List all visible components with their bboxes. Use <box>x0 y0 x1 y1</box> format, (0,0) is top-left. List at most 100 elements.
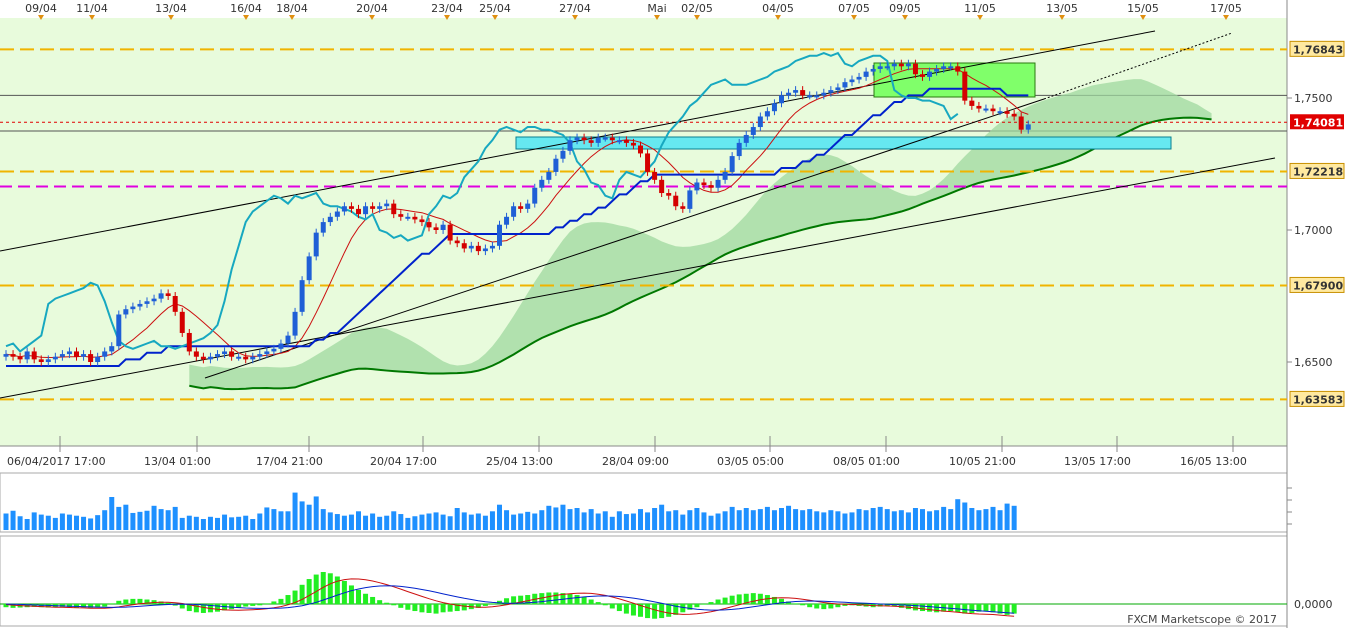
candle-body <box>313 232 319 257</box>
macd-histogram-bar <box>412 604 418 612</box>
candle-body <box>997 111 1003 114</box>
level-label-box <box>1289 162 1345 179</box>
candle-body <box>17 356 23 360</box>
volume-bar <box>179 517 185 530</box>
candle-body <box>447 224 453 241</box>
macd-histogram-bar <box>292 590 298 604</box>
date-marker-icon <box>289 15 295 20</box>
macd-histogram-bar <box>398 604 404 608</box>
y-tick-label: 1,7500 <box>1294 92 1333 105</box>
macd-histogram-bar <box>687 604 693 610</box>
volume-bar <box>708 515 714 530</box>
macd-histogram-bar <box>250 604 256 606</box>
candle-body <box>842 82 848 88</box>
date-marker-icon <box>902 15 908 20</box>
macd-histogram-bar <box>391 604 397 606</box>
volume-bar <box>419 514 425 530</box>
volume-bar <box>186 515 192 530</box>
candle-body <box>588 140 594 143</box>
macd-histogram-bar <box>116 600 122 604</box>
candle-body <box>884 66 890 69</box>
volume-bar <box>52 517 58 530</box>
volume-bar <box>736 510 742 530</box>
volume-bar <box>243 515 249 530</box>
candle-body <box>74 351 79 357</box>
macd-histogram-bar <box>81 604 87 608</box>
candle-body <box>222 351 228 355</box>
macd-histogram-bar <box>814 604 820 609</box>
candle-body <box>52 356 58 360</box>
macd-histogram-bar <box>905 604 911 610</box>
volume-bar <box>66 514 72 530</box>
macd-histogram-bar <box>489 603 495 604</box>
time-axis-label: 13/05 17:00 <box>1064 455 1131 468</box>
macd-histogram-bar <box>299 584 305 604</box>
volume-bar <box>356 511 361 530</box>
trendline-mid-dotted <box>1043 32 1233 100</box>
candle-body <box>920 74 925 77</box>
candle-body <box>962 71 968 101</box>
candle-body <box>356 208 361 215</box>
candle-body <box>856 76 862 80</box>
date-marker-icon <box>851 15 857 20</box>
macd-histogram-bar <box>969 604 975 613</box>
macd-histogram-bar <box>271 601 277 604</box>
volume-bar <box>391 511 397 530</box>
watermark: FXCM Marketscope © 2017 <box>1127 613 1277 626</box>
candle-body <box>673 195 679 207</box>
macd-histogram-bar <box>927 604 933 612</box>
volume-bar <box>715 513 721 530</box>
volume-bar <box>934 510 940 530</box>
candle-body <box>200 356 206 360</box>
volume-bar <box>1011 505 1017 530</box>
candle-body <box>616 140 622 143</box>
volume-bar <box>81 516 87 530</box>
macd-histogram-bar <box>708 602 714 604</box>
volume-bar <box>10 510 16 530</box>
volume-bar <box>17 516 23 530</box>
candle-body <box>102 351 108 357</box>
top-date-label: 25/04 <box>479 2 511 15</box>
top-date-label: 11/04 <box>76 2 108 15</box>
time-axis-label: 17/04 21:00 <box>256 455 323 468</box>
volume-bar <box>920 509 925 530</box>
macd-histogram-bar <box>539 593 545 604</box>
volume-bar <box>250 519 256 530</box>
macd-histogram-bar <box>750 593 756 604</box>
top-date-label: 18/04 <box>276 2 308 15</box>
chikou-span-line <box>5 51 959 353</box>
macd-histogram-bar <box>1011 604 1017 614</box>
volume-bar <box>489 511 495 530</box>
candle-body <box>412 216 418 220</box>
macd-histogram-bar <box>771 596 777 604</box>
volume-bar <box>764 506 770 530</box>
candle-body <box>151 298 157 302</box>
date-marker-icon <box>694 15 700 20</box>
macd-histogram-bar <box>743 593 749 604</box>
candle-body <box>172 296 178 312</box>
candle-body <box>475 245 481 252</box>
macd-histogram-bar <box>1004 604 1010 615</box>
macd-histogram-bar <box>327 573 333 604</box>
volume-bar <box>659 504 665 530</box>
volume-bar <box>969 508 975 530</box>
volume-bar <box>504 510 510 530</box>
macd-histogram-bar <box>144 599 150 604</box>
volume-bar <box>743 508 749 530</box>
volume-bar <box>165 510 171 530</box>
date-marker-icon <box>89 15 95 20</box>
macd-histogram-bar <box>123 599 129 604</box>
macd-histogram-bar <box>602 604 608 606</box>
volume-bar <box>546 505 552 530</box>
volume-bar <box>433 512 439 530</box>
candle-body <box>327 216 333 223</box>
macd-histogram-bar <box>835 604 841 608</box>
volume-bar <box>144 510 150 530</box>
volume-bar <box>518 513 524 530</box>
macd-histogram-bar <box>948 604 954 612</box>
candle-body <box>701 182 707 186</box>
top-date-label: 02/05 <box>681 2 713 15</box>
candle-body <box>31 351 37 360</box>
volume-bar <box>786 505 792 530</box>
candle-body <box>694 182 700 191</box>
